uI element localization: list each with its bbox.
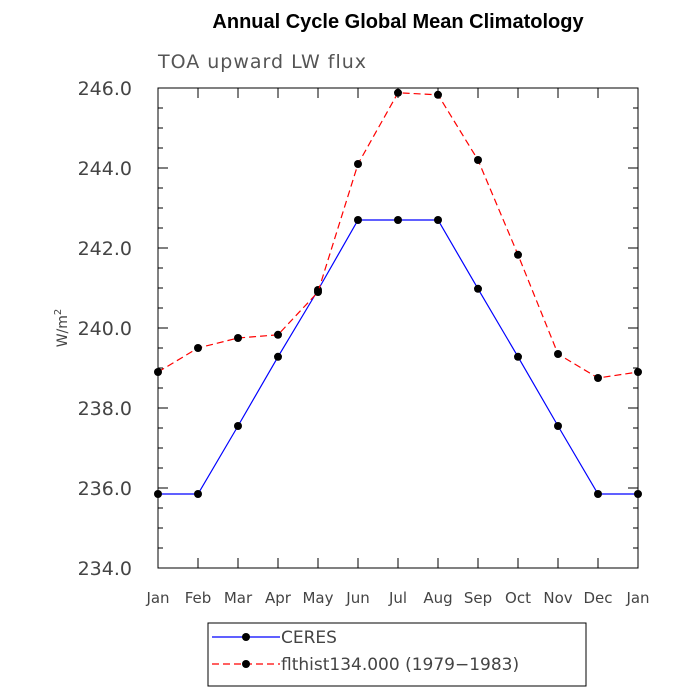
legend-item: CERES [212, 628, 337, 648]
x-tick-label: Jan [625, 589, 649, 607]
legend-marker [242, 633, 250, 641]
series-1 [154, 216, 642, 498]
data-point [554, 350, 562, 358]
x-tick-label: Oct [505, 589, 531, 607]
y-tick-label: 240.0 [78, 318, 132, 340]
data-point [634, 490, 642, 498]
x-tick-label: Sep [464, 589, 492, 607]
legend-label: CERES [281, 628, 337, 648]
chart-title: Annual Cycle Global Mean Climatology [212, 11, 584, 33]
y-axis-label: W/m2 [53, 309, 71, 348]
x-tick-label: Mar [224, 589, 253, 607]
y-tick-labels: 234.0 236.0 238.0 240.0 242.0 244.0 246.0 [78, 78, 132, 580]
y-tick-label: 236.0 [78, 478, 132, 500]
y-tick-label: 244.0 [78, 158, 132, 180]
x-tick-label: Aug [423, 589, 452, 607]
data-point [394, 216, 402, 224]
data-point [474, 284, 482, 293]
y-tick-label: 238.0 [78, 398, 132, 420]
series-line [158, 219, 638, 495]
data-point [234, 334, 242, 342]
data-point [354, 160, 362, 168]
x-tick-label: Nov [543, 589, 572, 607]
series-2 [154, 88, 642, 382]
data-point [314, 288, 322, 296]
y-tick-label: 234.0 [78, 558, 132, 580]
data-point [634, 368, 642, 376]
data-point [274, 352, 282, 361]
x-tick-label: Feb [185, 589, 212, 607]
x-tick-labels: Jan Feb Mar Apr May Jun Jul Aug Sep Oct Nov Dec Jan [145, 589, 649, 607]
data-point [154, 368, 162, 376]
series-line [157, 92, 639, 379]
data-point [514, 352, 522, 361]
x-tick-label: Apr [265, 589, 292, 607]
axis-ticks [157, 87, 639, 569]
x-tick-label: Dec [583, 589, 612, 607]
x-tick-label: Jun [345, 589, 369, 607]
x-tick-label: Jul [388, 589, 407, 607]
data-point [194, 344, 202, 352]
data-point [274, 330, 282, 339]
data-point [434, 216, 442, 224]
series-layer [154, 88, 642, 498]
legend-box [207, 622, 587, 687]
data-point [234, 422, 242, 430]
x-tick-label: Jan [145, 589, 169, 607]
legend-item: flthist134.000 (1979−1983) [212, 655, 519, 675]
data-point [514, 250, 522, 259]
legend: CERES flthist134.000 (1979−1983) [207, 622, 587, 687]
legend-marker [242, 660, 250, 668]
data-point [354, 216, 362, 224]
chart-subtitle: TOA upward LW flux [157, 51, 367, 73]
plot-frame [157, 87, 639, 569]
x-tick-label: May [302, 589, 333, 607]
data-point [194, 490, 202, 498]
data-point [154, 490, 162, 498]
y-tick-label: 246.0 [78, 78, 132, 100]
data-point [594, 490, 602, 498]
data-point [554, 422, 562, 430]
legend-label: flthist134.000 (1979−1983) [281, 655, 519, 675]
data-point [394, 88, 402, 97]
data-point [474, 156, 482, 164]
data-point [434, 90, 442, 99]
data-point [594, 374, 602, 382]
y-tick-label: 242.0 [78, 238, 132, 260]
